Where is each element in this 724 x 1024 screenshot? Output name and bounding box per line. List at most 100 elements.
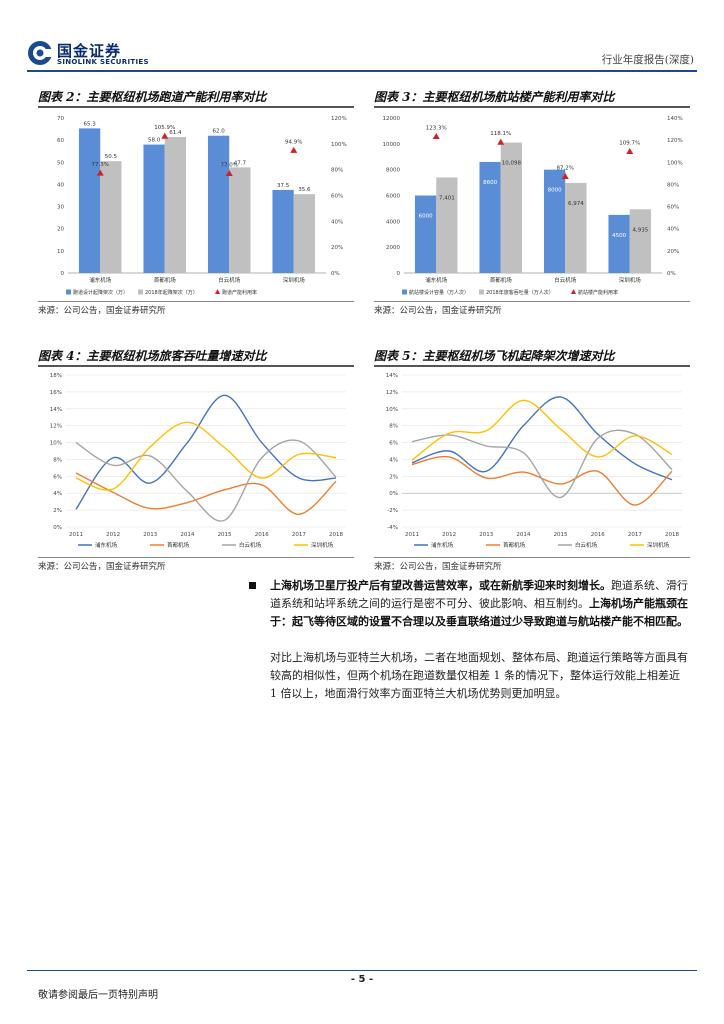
- utilization-label: 105.9%: [154, 125, 175, 131]
- y-tick-label: 12%: [50, 424, 62, 430]
- fig2-title-rule: [38, 106, 354, 108]
- y2-tick-label: 40%: [331, 219, 343, 225]
- y-tick-label: 8%: [389, 424, 398, 430]
- fig3-title-rule: [374, 106, 690, 108]
- y2-tick-label: 80%: [331, 168, 343, 174]
- y2-tick-label: 120%: [331, 116, 347, 122]
- y2-tick-label: 20%: [331, 245, 343, 251]
- y2-tick-label: 120%: [667, 138, 683, 144]
- x-tick-label: 2016: [255, 532, 269, 538]
- bar-data-label: 8600: [483, 180, 497, 186]
- x-tick-label: 浦东机场: [425, 276, 448, 284]
- paragraph-2: 对比上海机场与亚特兰大机场，二者在地面规划、整体布局、跑道运行策略等方面具有较高…: [270, 651, 688, 700]
- fig3-bottom-rule: [374, 301, 690, 302]
- x-tick-label: 白云机场: [218, 276, 241, 284]
- bar-2018-actual: [293, 194, 316, 273]
- y-tick-label: 70: [57, 116, 64, 122]
- fig5-chart: -4% -2% 0% 2% 4% 6% 8% 10% 12% 14% 2011 2012 2013 201…: [386, 373, 682, 549]
- utilization-marker: [561, 172, 569, 179]
- utilization-label: 87.2%: [557, 165, 574, 171]
- x-tick-label: 2018: [665, 532, 679, 538]
- x-tick-label: 2014: [516, 532, 530, 538]
- y-tick-label: 20: [57, 227, 64, 233]
- fig3-title: 图表 3：主要枢纽机场航站楼产能利用率对比: [374, 90, 615, 104]
- bar-design-capacity: [207, 135, 230, 273]
- bar-data-label: 50.5: [105, 154, 118, 160]
- y-tick-label: 10%: [386, 407, 398, 413]
- y2-tick-label: 60%: [667, 205, 679, 211]
- legend-swatch: [479, 289, 484, 295]
- paragraph-1-lead: 上海机场卫星厅投产后有望改善运营效率，或在新航季迎来时刻增长。: [270, 579, 611, 592]
- y-tick-label: 2000: [386, 245, 400, 251]
- bar-data-label: 61.4: [169, 130, 182, 136]
- bar-data-label: 4500: [612, 233, 626, 239]
- y-tick-label: 16%: [50, 390, 62, 396]
- paragraph-1-text: 跑道系统、滑行道系统和站坪系统之间的运行是密不可分、彼此影响、相互制约。: [270, 579, 688, 610]
- y-tick-label: 10: [57, 249, 64, 255]
- series-line: [75, 472, 337, 516]
- y-tick-label: 14%: [50, 407, 62, 413]
- legend-label: 航站楼产能利用率: [578, 289, 618, 296]
- utilization-label: 118.1%: [490, 131, 511, 137]
- y-tick-label: 18%: [50, 373, 62, 379]
- x-tick-label: 2011: [69, 532, 83, 538]
- y2-tick-label: 40%: [667, 227, 679, 233]
- fig4-title-rule: [38, 365, 354, 367]
- legend-label: 浦东机场: [95, 541, 118, 549]
- paragraph-1-conclusion: 上海机场产能瓶颈在于：起飞等待区域的设置不合理以及垂直联络道过少导致跑道与航站楼…: [270, 597, 688, 628]
- footer-rule: [27, 970, 697, 971]
- fig4-title: 图表 4：主要枢纽机场旅客吞吐量增速对比: [38, 349, 267, 363]
- utilization-label: 109.7%: [619, 141, 640, 147]
- y2-tick-label: 80%: [667, 182, 679, 188]
- y-tick-label: 2%: [53, 508, 62, 514]
- x-tick-label: 深圳机场: [283, 276, 306, 284]
- bar-design-capacity: [608, 214, 630, 273]
- legend-label: 浦东机场: [431, 541, 454, 549]
- fig3-source: 来源：公司公告，国金证券研究所: [374, 306, 502, 316]
- y-tick-label: 14%: [386, 373, 398, 379]
- bar-data-label: 10,098: [502, 161, 522, 167]
- x-tick-label: 2015: [554, 532, 568, 538]
- x-tick-label: 2017: [292, 532, 306, 538]
- x-tick-label: 2016: [591, 532, 605, 538]
- legend-label: 跑道设计起降架次（万）: [73, 289, 128, 296]
- y-tick-label: 10000: [383, 142, 401, 148]
- x-tick-label: 2011: [405, 532, 419, 538]
- fig4-source: 来源：公司公告，国金证券研究所: [38, 562, 166, 572]
- series-line: [411, 396, 673, 481]
- y-tick-label: 0%: [389, 491, 398, 497]
- x-tick-label: 2015: [218, 532, 232, 538]
- bar-data-label: 6000: [419, 214, 433, 220]
- page-number: - 5 -: [350, 974, 374, 985]
- bar-design-capacity: [78, 128, 101, 273]
- bar-design-capacity: [272, 189, 294, 273]
- bar-data-label: 35.6: [298, 187, 311, 193]
- bar-2018-actual: [229, 167, 251, 273]
- legend-swatch: [66, 289, 71, 295]
- bar-design-capacity: [479, 161, 501, 273]
- utilization-marker: [225, 170, 233, 177]
- y-tick-label: 40: [57, 182, 64, 188]
- utilization-marker: [626, 148, 634, 155]
- bar-data-label: 65.3: [83, 121, 96, 127]
- y2-tick-label: 0%: [667, 271, 676, 277]
- y-tick-label: 0%: [53, 525, 62, 531]
- fig2-source: 来源：公司公告，国金证券研究所: [38, 306, 166, 316]
- bar-data-label: 6,974: [568, 201, 584, 207]
- header-rule: [27, 70, 697, 72]
- x-tick-label: 2018: [329, 532, 343, 538]
- bar-data-label: 7,401: [439, 195, 455, 201]
- bar-data-label: 58.0: [148, 138, 161, 144]
- bar-design-capacity: [143, 144, 165, 273]
- legend-label: 跑道产能利用率: [222, 289, 257, 296]
- x-tick-label: 浦东机场: [89, 276, 112, 284]
- x-tick-label: 2012: [442, 532, 456, 538]
- paragraph-1: 上海机场卫星厅投产后有望改善运营效率，或在新航季迎来时刻增长。跑道系统、滑行道系…: [270, 577, 688, 631]
- legend-swatch: [571, 289, 576, 294]
- x-tick-label: 首都机场: [490, 276, 513, 284]
- y-tick-label: 12000: [383, 116, 401, 122]
- bar-data-label: 47.7: [234, 160, 247, 166]
- x-tick-label: 首都机场: [154, 276, 177, 284]
- fig3-chart: 0 2000 4000 6000 8000 10000 12000 0% 20% 40% 60% 80…: [383, 116, 683, 296]
- legend-label: 首都机场: [167, 541, 190, 549]
